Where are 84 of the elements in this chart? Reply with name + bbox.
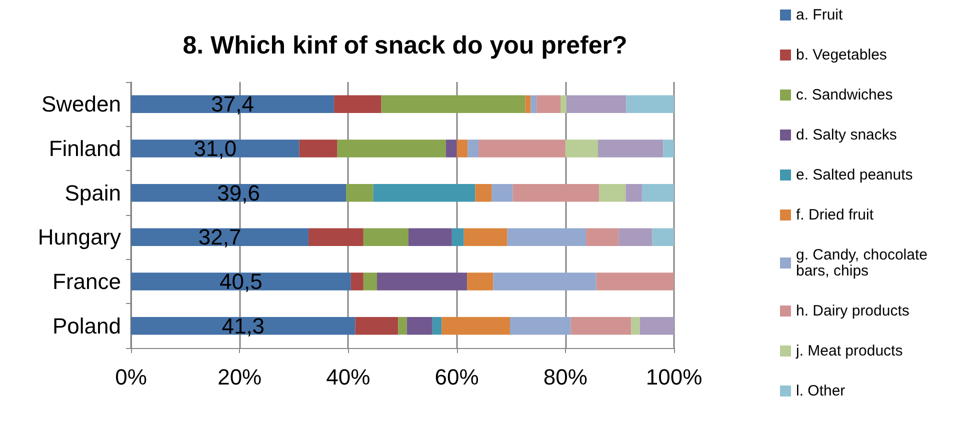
- data-label: 41,3: [222, 313, 265, 338]
- y-tick-label: France: [52, 269, 121, 294]
- bar: [642, 184, 674, 202]
- bar: [598, 140, 664, 158]
- bar: [363, 272, 377, 290]
- bar: [560, 95, 566, 114]
- y-tick-label: Finland: [48, 136, 121, 161]
- bar: [493, 272, 596, 290]
- bar: [355, 316, 398, 335]
- bar: [432, 316, 442, 335]
- bar: [566, 95, 626, 114]
- bar: [467, 272, 494, 290]
- bar: [299, 140, 338, 158]
- data-label: 40,5: [220, 269, 262, 294]
- legend-label: h. Dairy products: [796, 302, 910, 320]
- bar: [446, 140, 457, 158]
- bar: [337, 140, 446, 158]
- bar: [626, 184, 642, 202]
- legend-label: d. Salty snacks: [796, 126, 897, 144]
- data-label: 32,7: [198, 224, 242, 250]
- bar: [478, 140, 566, 158]
- bar: [631, 316, 640, 335]
- data-label: 31,0: [194, 136, 237, 161]
- legend-label: g. Candy, chocolate bars, chips: [796, 246, 932, 280]
- bar: [525, 95, 531, 114]
- bar: [464, 228, 508, 246]
- bar: [131, 95, 334, 114]
- bar: [652, 228, 674, 246]
- bar: [640, 316, 674, 335]
- bar: [510, 316, 571, 335]
- bar: [373, 184, 476, 202]
- bar: [475, 184, 492, 202]
- legend-label: e. Salted peanuts: [796, 166, 913, 184]
- y-tick-label: Poland: [52, 313, 121, 338]
- bar: [456, 140, 468, 158]
- bar: [586, 228, 619, 246]
- bar: [663, 140, 674, 158]
- bar: [398, 316, 407, 335]
- bar: [512, 184, 600, 202]
- bar: [334, 95, 382, 114]
- bar: [131, 228, 309, 246]
- bar: [350, 272, 364, 290]
- bar: [536, 95, 561, 114]
- legend-label: f. Dried fruit: [796, 206, 874, 224]
- data-label: 37,4: [211, 92, 254, 117]
- bar: [346, 184, 374, 202]
- x-tick-label: 100%: [646, 364, 702, 390]
- y-tick-label: Sweden: [41, 92, 121, 117]
- x-tick-label: 0%: [115, 364, 147, 390]
- bar: [618, 228, 652, 246]
- bar: [492, 184, 513, 202]
- bar: [570, 316, 632, 335]
- bar: [131, 140, 300, 158]
- bar: [468, 140, 479, 158]
- data-label: 39,6: [217, 180, 260, 206]
- legend-label: b. Vegetables: [796, 46, 887, 64]
- chart-title: 8. Which kinf of snack do you prefer?: [182, 32, 628, 60]
- legend-label: j. Meat products: [795, 342, 903, 360]
- x-tick-label: 80%: [543, 364, 588, 390]
- bar: [131, 184, 346, 202]
- bar: [406, 316, 432, 335]
- bar: [131, 316, 356, 335]
- bar: [442, 316, 510, 335]
- bar: [596, 272, 674, 290]
- legend-label: a. Fruit: [796, 6, 844, 24]
- bar: [376, 272, 468, 290]
- bar: [131, 272, 351, 290]
- x-tick-label: 40%: [326, 364, 370, 390]
- bar: [308, 228, 364, 246]
- bar: [599, 184, 626, 202]
- bar: [363, 228, 408, 246]
- legend-label: l. Other: [796, 382, 846, 400]
- bar: [565, 140, 598, 158]
- x-tick-label: 20%: [218, 364, 262, 390]
- bar: [452, 228, 464, 246]
- bar: [408, 228, 452, 246]
- bar: [530, 95, 537, 114]
- legend-label: c. Sandwiches: [796, 86, 893, 104]
- x-tick-label: 60%: [434, 364, 479, 390]
- y-tick-label: Spain: [64, 180, 121, 206]
- bar: [626, 95, 674, 114]
- y-tick-label: Hungary: [38, 224, 121, 250]
- bar: [507, 228, 586, 246]
- bar: [381, 95, 526, 114]
